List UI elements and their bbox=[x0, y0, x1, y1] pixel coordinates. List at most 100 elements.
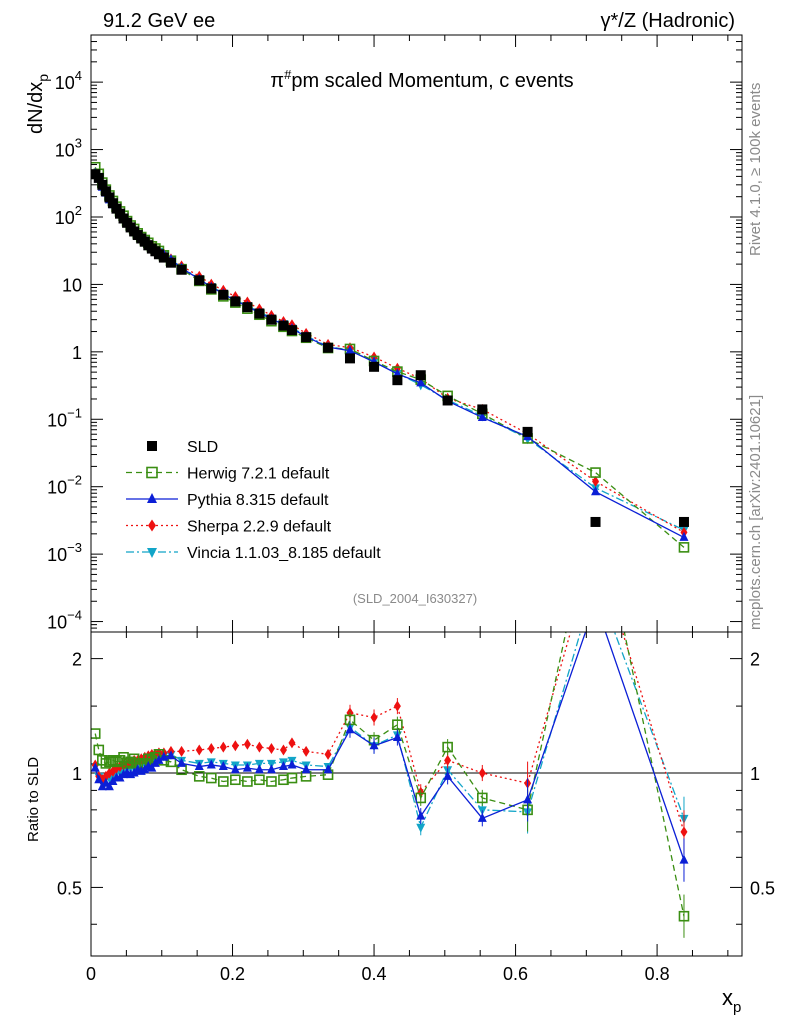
ratio-panel-series bbox=[91, 578, 690, 938]
ratio-tick-label-right: 0.5 bbox=[750, 878, 775, 898]
y-tick-label-base: 10 bbox=[55, 141, 75, 161]
herwig-ratio-point bbox=[242, 776, 253, 787]
sherpa-ratio-point bbox=[219, 741, 227, 753]
herwig-ratio-point bbox=[392, 719, 403, 731]
sld-data-point bbox=[442, 395, 453, 406]
sld-data-point bbox=[678, 516, 689, 527]
pythia-ratio-point bbox=[323, 764, 333, 774]
x-tick-label: 0.8 bbox=[645, 964, 670, 984]
y-tick-label-base: 1 bbox=[72, 343, 82, 363]
sld-data-point bbox=[165, 257, 176, 268]
legend: SLD Herwig 7.2.1 default Pythia 8.315 defa… bbox=[126, 439, 381, 562]
sld-data-point bbox=[230, 296, 241, 307]
sherpa-ratio-point bbox=[393, 700, 401, 712]
sld-data-point bbox=[278, 320, 289, 331]
herwig-ratio-point bbox=[205, 772, 217, 784]
main-panel-frame bbox=[90, 34, 743, 633]
y-tick-label: 10 bbox=[62, 275, 82, 295]
sld-data-point bbox=[369, 361, 380, 372]
legend-label: Herwig 7.2.1 default bbox=[187, 466, 330, 483]
y-tick-label: 10−2 bbox=[47, 473, 82, 498]
sherpa-ratio-point bbox=[195, 744, 203, 756]
y-tick-label-base: 10 bbox=[47, 613, 67, 633]
pythia-ratio-point bbox=[230, 764, 240, 774]
sherpa-ratio-point bbox=[302, 745, 310, 757]
sld-data-point bbox=[93, 172, 104, 183]
sld-data-point bbox=[522, 426, 533, 437]
sherpa-ratio-point bbox=[267, 743, 275, 755]
herwig-main-point bbox=[590, 467, 601, 478]
ratio-tick-label-right: 2 bbox=[750, 650, 760, 670]
ratio-tick-label-left: 0.5 bbox=[57, 878, 82, 898]
herwig-main-point bbox=[678, 542, 690, 553]
herwig-ratio-point bbox=[114, 755, 126, 766]
pythia-ratio-point bbox=[369, 740, 379, 750]
herwig-ratio-point bbox=[442, 741, 453, 753]
sherpa-ratio-point bbox=[444, 754, 452, 766]
y-axis-label: dN/dxp bbox=[25, 74, 51, 134]
y-tick-label: 10−1 bbox=[47, 405, 82, 430]
sherpa-ratio-point bbox=[231, 740, 239, 752]
sld-data-point bbox=[218, 289, 229, 300]
sld-data-point bbox=[590, 516, 601, 527]
herwig-ratio-point bbox=[100, 758, 112, 769]
x-axis-label-base: x bbox=[722, 985, 733, 1010]
pythia-ratio-point bbox=[94, 774, 104, 784]
y-tick-label: 103 bbox=[55, 136, 82, 161]
sherpa-ratio-point bbox=[478, 767, 486, 779]
herwig-ratio-point bbox=[678, 910, 690, 922]
x-axis-label-sub: p bbox=[733, 999, 741, 1016]
ratio-tick-label-right: 1 bbox=[750, 764, 760, 784]
sherpa-ratio-point bbox=[243, 738, 251, 750]
sld-data-point bbox=[97, 179, 108, 190]
vincia-ratio-point bbox=[591, 578, 600, 587]
y-tick-label-exp: −3 bbox=[67, 540, 82, 555]
pythia-main-point bbox=[591, 486, 601, 496]
pythia-ratio-point bbox=[301, 764, 311, 774]
sld-data-point bbox=[206, 283, 217, 294]
sld-data-point bbox=[107, 198, 118, 209]
mcplots-reference-label: mcplots.cern.ch [arXiv:2401.10621] bbox=[747, 395, 764, 630]
x-tick-label: 0 bbox=[86, 964, 96, 984]
sld-data-point bbox=[104, 192, 115, 203]
plot-title-sup: # bbox=[284, 67, 292, 82]
herwig-ratio-point bbox=[107, 755, 119, 766]
sherpa-ratio-point bbox=[680, 826, 688, 838]
y-tick-label-exp: −4 bbox=[67, 608, 82, 623]
sherpa-main-point bbox=[592, 475, 600, 487]
sld-data-point bbox=[323, 342, 334, 353]
sld-data-point bbox=[194, 275, 205, 286]
pythia-ratio-point bbox=[345, 724, 355, 734]
process-label: γ*/Z (Hadronic) bbox=[601, 10, 735, 32]
pythia-main-point bbox=[392, 368, 402, 378]
herwig-ratio-point bbox=[193, 771, 205, 782]
sld-data-point bbox=[100, 186, 111, 197]
y-tick-label-exp: −1 bbox=[67, 405, 82, 420]
pythia-ratio-point bbox=[154, 754, 164, 764]
sld-data-point bbox=[392, 375, 403, 386]
y-tick-label: 10−3 bbox=[47, 540, 82, 565]
sld-data-point bbox=[176, 264, 187, 275]
herwig-ratio-point bbox=[218, 776, 229, 787]
herwig-ratio-line bbox=[94, 632, 685, 917]
herwig-ratio-point bbox=[91, 728, 101, 739]
sherpa-ratio-point bbox=[255, 741, 263, 753]
y-axis-label-base: dN/dx bbox=[25, 82, 47, 134]
herwig-ratio-point bbox=[266, 776, 277, 787]
sherpa-ratio-point bbox=[370, 711, 378, 723]
sherpa-ratio-point bbox=[324, 748, 332, 760]
x-axis-label: xp bbox=[722, 985, 741, 1016]
plot-title: π#pm scaled Momentum, c events bbox=[270, 67, 573, 92]
pythia-ratio-point bbox=[194, 761, 204, 771]
y-axis-label-sub: p bbox=[35, 74, 51, 82]
pythia-ratio-point bbox=[91, 762, 100, 772]
herwig-ratio-point bbox=[415, 792, 427, 804]
vincia-ratio-line bbox=[94, 632, 685, 830]
pythia-ratio-line bbox=[94, 632, 685, 861]
herwig-ratio-point bbox=[104, 756, 115, 768]
pythia-ratio-point bbox=[523, 794, 533, 804]
legend-marker bbox=[147, 493, 157, 503]
pythia-main-point bbox=[679, 531, 689, 541]
y-tick-label-exp: 3 bbox=[75, 136, 82, 151]
sld-data-point bbox=[254, 308, 265, 319]
